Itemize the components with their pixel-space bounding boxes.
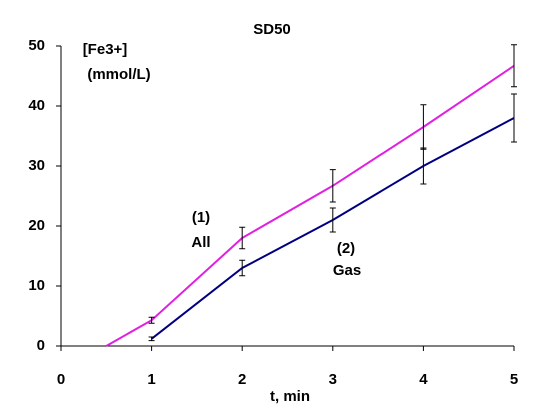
- x-tick-label: 2: [238, 371, 246, 388]
- annotation: All: [191, 234, 210, 251]
- x-tick-label: 0: [57, 371, 65, 388]
- annotation: Gas: [333, 262, 361, 279]
- series-line: [105, 64, 515, 347]
- annotation: (2): [337, 240, 355, 257]
- annotation: (1): [192, 209, 210, 226]
- chart-title: SD50: [253, 21, 291, 38]
- x-tick-label: 4: [419, 371, 428, 388]
- error-bar: [148, 316, 155, 324]
- error-bar: [511, 93, 517, 143]
- y-tick-label: 0: [37, 337, 45, 354]
- error-bar: [420, 147, 427, 185]
- error-bar: [329, 169, 336, 203]
- error-bar: [420, 104, 427, 150]
- y-tick-label: 50: [28, 37, 45, 54]
- x-tick-label: 5: [510, 371, 518, 388]
- error-bar: [239, 226, 246, 250]
- y-tick-label: 30: [28, 157, 45, 174]
- x-axis-label: t, min: [270, 388, 310, 405]
- y-tick-label: 20: [28, 217, 45, 234]
- x-tick-label: 3: [329, 371, 337, 388]
- y-tick-label: 10: [28, 277, 45, 294]
- y-axis-label: (mmol/L): [87, 66, 150, 83]
- error-bar: [148, 336, 155, 342]
- error-bar: [239, 259, 246, 277]
- x-tick-label: 1: [147, 371, 155, 388]
- y-axis-label: [Fe3+]: [83, 41, 128, 58]
- error-bar: [511, 44, 517, 88]
- y-tick-label: 40: [28, 97, 45, 114]
- error-bar: [329, 207, 336, 233]
